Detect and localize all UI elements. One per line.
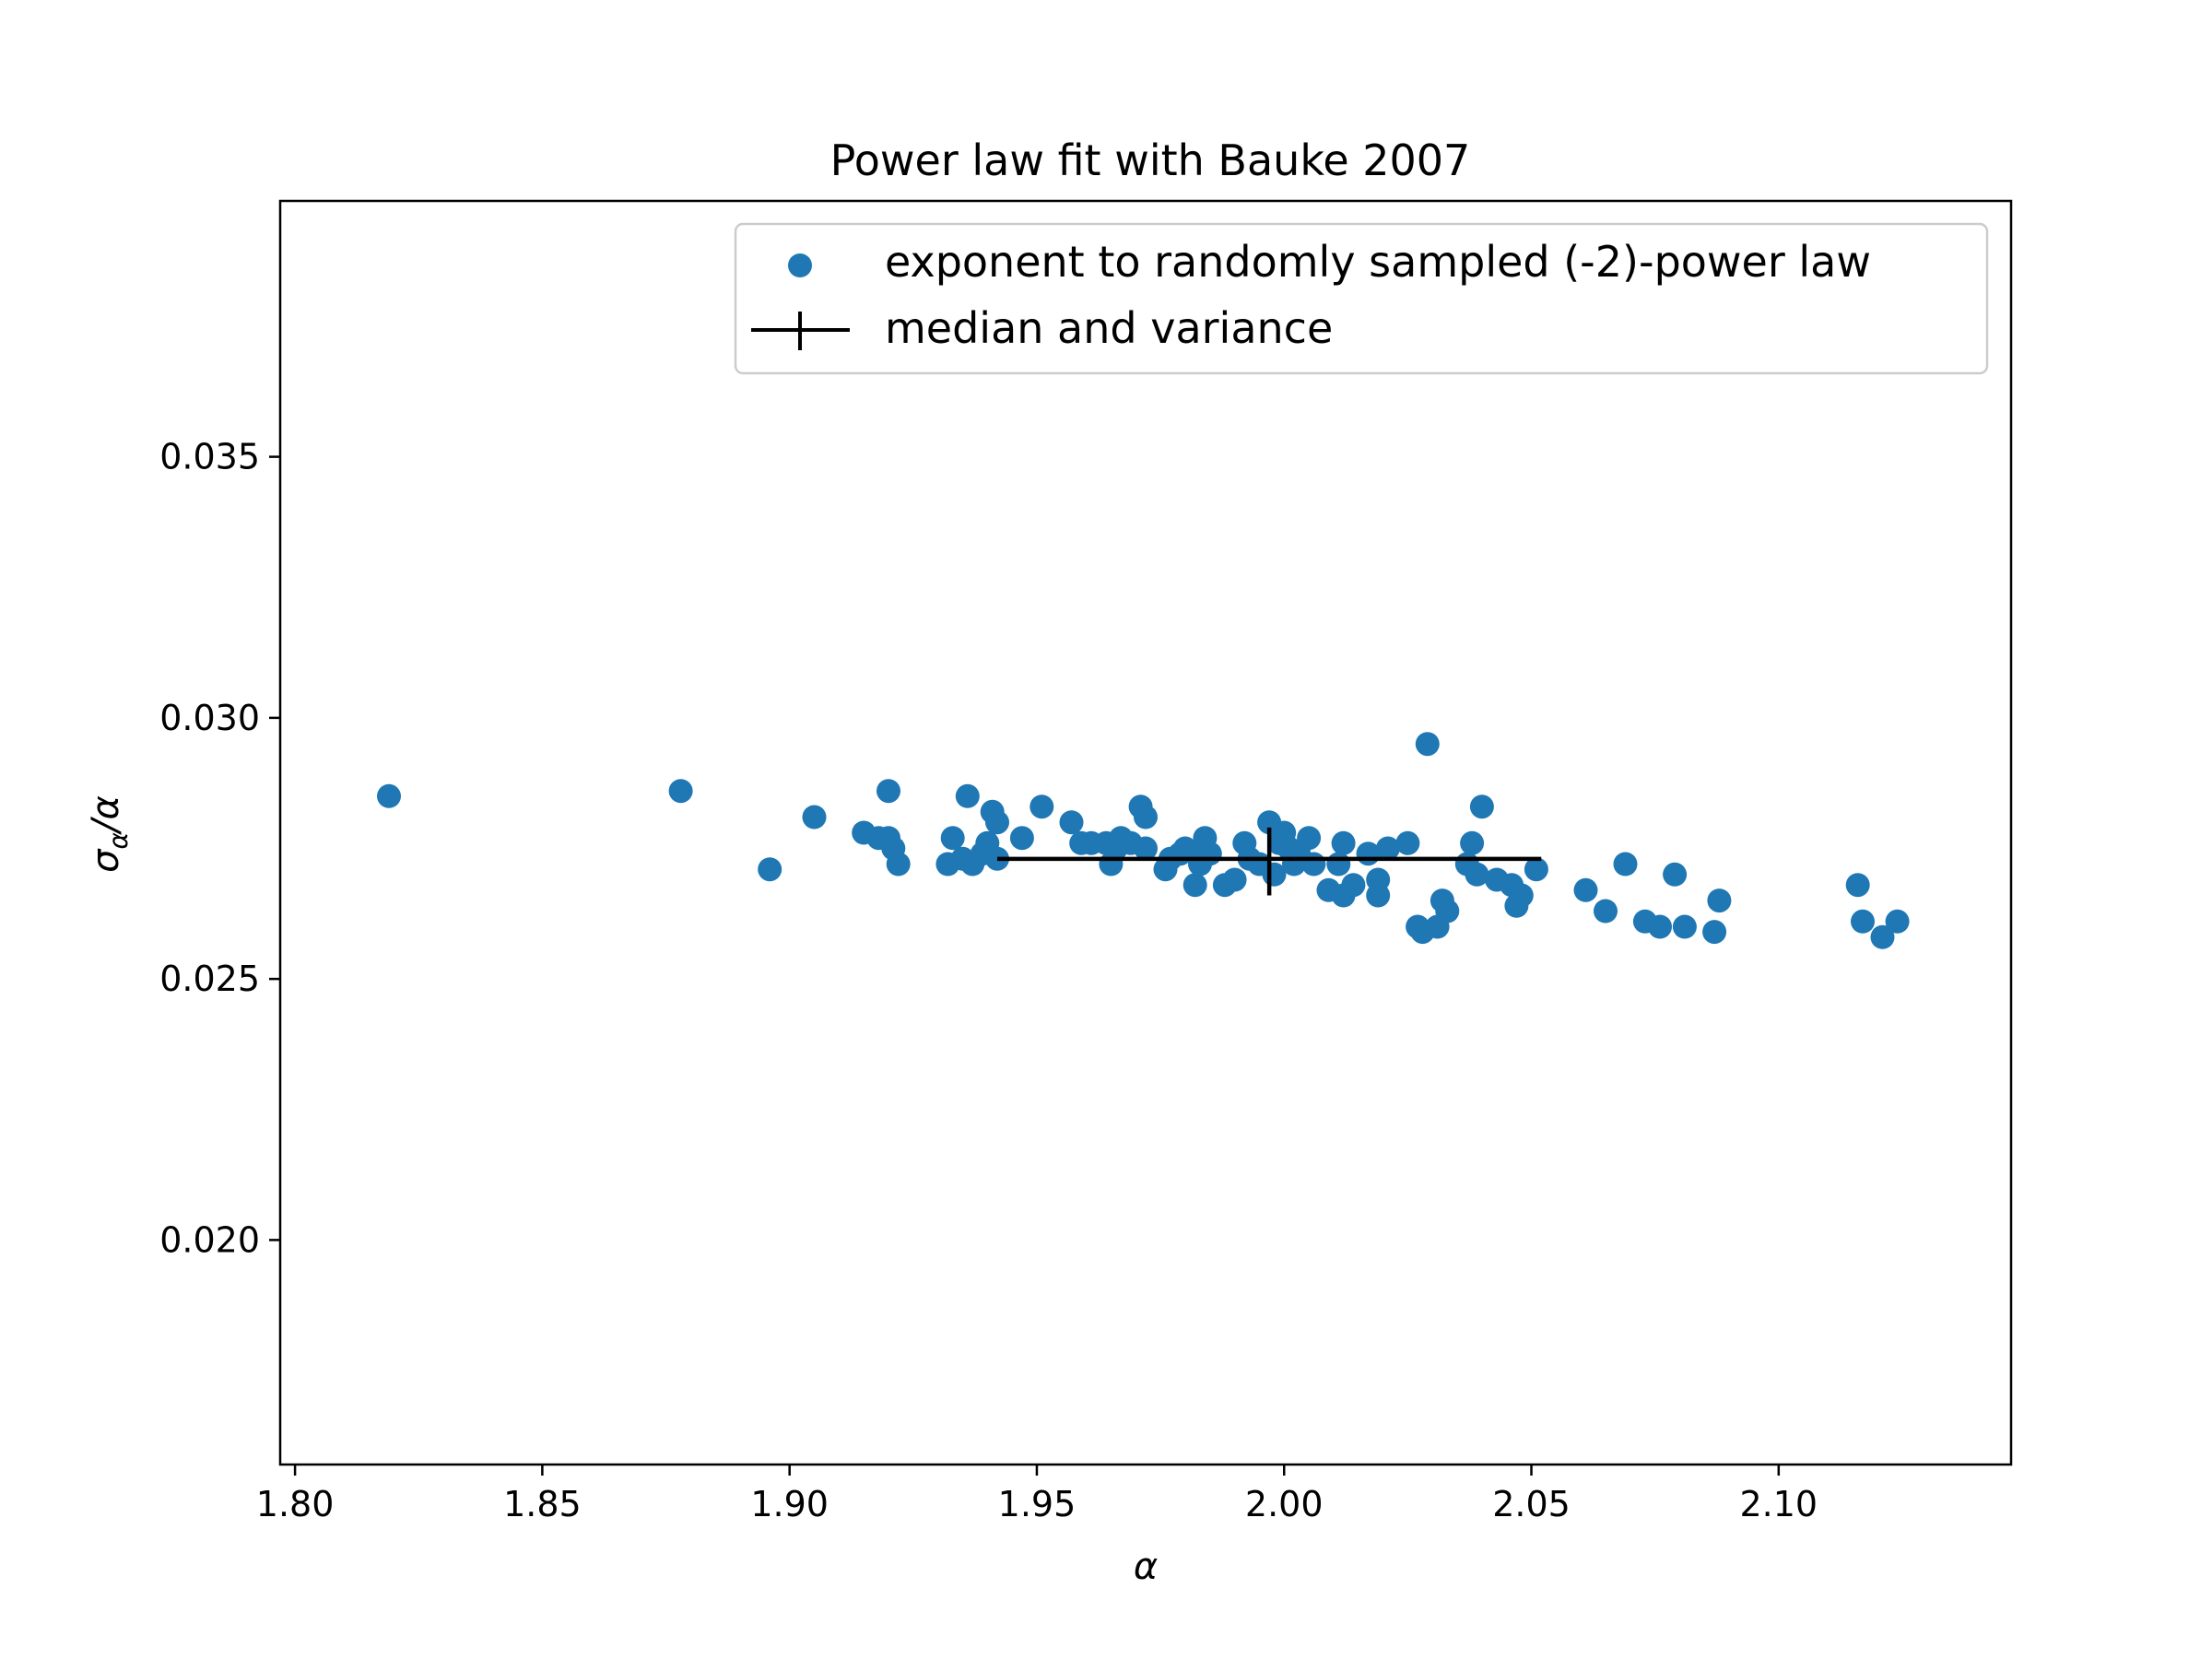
scatter-point: [886, 852, 911, 877]
scatter-point: [1851, 909, 1875, 934]
scatter-point: [1134, 836, 1158, 861]
scatter-point: [1172, 836, 1197, 861]
y-tick-label: 0.035: [159, 437, 260, 477]
scatter-point: [1182, 873, 1207, 898]
y-tick-label: 0.030: [159, 698, 260, 738]
scatter-point: [1573, 877, 1598, 902]
legend-label-scatter: exponent to randomly sampled (-2)-power …: [885, 237, 1871, 287]
scatter-point: [955, 783, 980, 808]
x-tick-label: 1.95: [998, 1484, 1077, 1524]
x-tick-label: 2.00: [1245, 1484, 1324, 1524]
legend-label-errorbar: median and variance: [885, 303, 1333, 353]
legend-marker-scatter: [788, 253, 812, 277]
scatter-point: [1435, 899, 1460, 924]
scatter-point: [1648, 914, 1672, 939]
scatter-point: [1030, 794, 1054, 819]
x-axis-label: α: [1134, 1546, 1158, 1588]
scatter-point: [1594, 899, 1618, 924]
x-tick-label: 1.90: [750, 1484, 829, 1524]
y-axis-label-rest: /α: [85, 795, 127, 835]
legend: exponent to randomly sampled (-2)-power …: [734, 222, 1989, 375]
scatter-point: [1613, 852, 1638, 877]
y-axis-ticks: 0.020 0.025 0.030 0.035: [159, 437, 280, 1260]
scatter-point: [1870, 924, 1895, 949]
scatter-point: [1375, 836, 1400, 861]
scatter-point: [1366, 867, 1391, 892]
x-tick-label: 1.85: [503, 1484, 582, 1524]
scatter-point: [1301, 852, 1326, 877]
scatter-point: [1460, 830, 1485, 855]
chart-title: Power law fit with Bauke 2007: [830, 135, 1471, 185]
scatter-point: [1415, 732, 1440, 757]
scatter-point: [940, 826, 965, 851]
scatter-point: [985, 846, 1009, 871]
scatter-point: [1341, 873, 1366, 898]
x-axis-ticks: 1.80 1.85 1.90 1.95 2.00 2.05 2.10: [256, 1465, 1818, 1524]
y-tick-label: 0.025: [159, 959, 260, 999]
scatter-point: [758, 857, 782, 882]
scatter-point: [1297, 826, 1322, 851]
y-tick-label: 0.020: [159, 1219, 260, 1260]
scatter-point: [1465, 862, 1489, 887]
x-tick-label: 2.05: [1492, 1484, 1571, 1524]
y-axis-label-main: σ: [85, 848, 127, 873]
scatter-point: [1059, 810, 1084, 835]
scatter-point: [1524, 857, 1548, 882]
y-axis-label-subscript: α: [103, 831, 134, 849]
scatter-point: [1222, 867, 1247, 892]
scatter-point: [1395, 830, 1420, 855]
scatter-point: [1469, 794, 1494, 819]
scatter-point: [1509, 883, 1534, 908]
scatter-point: [1702, 920, 1727, 945]
scatter-point: [877, 779, 900, 804]
scatter-point: [668, 779, 693, 804]
svg-text:σα/α: σα/α: [85, 795, 134, 873]
scatter-point: [1331, 830, 1356, 855]
x-tick-label: 2.10: [1740, 1484, 1818, 1524]
scatter-point: [1009, 826, 1034, 851]
scatter-series: [377, 732, 1910, 949]
scatter-point: [1197, 841, 1222, 866]
legend-box: [734, 222, 1989, 375]
axes-background: [280, 201, 2011, 1465]
median-errorbar: [997, 827, 1542, 896]
scatter-point: [1663, 862, 1688, 887]
scatter-point: [1845, 873, 1870, 898]
scatter-point: [1326, 852, 1351, 877]
x-tick-label: 1.80: [256, 1484, 335, 1524]
plot-area: [278, 199, 2013, 1466]
scatter-point: [1672, 914, 1697, 939]
scatter-point: [1707, 888, 1732, 913]
scatter-point: [985, 810, 1009, 835]
y-axis-label: σα/α: [85, 795, 134, 873]
scatter-point: [1885, 909, 1910, 934]
scatter-point: [377, 783, 401, 808]
scatter-point: [802, 805, 827, 830]
scatter-point: [1134, 805, 1158, 830]
axes-frame: [278, 199, 2013, 1466]
